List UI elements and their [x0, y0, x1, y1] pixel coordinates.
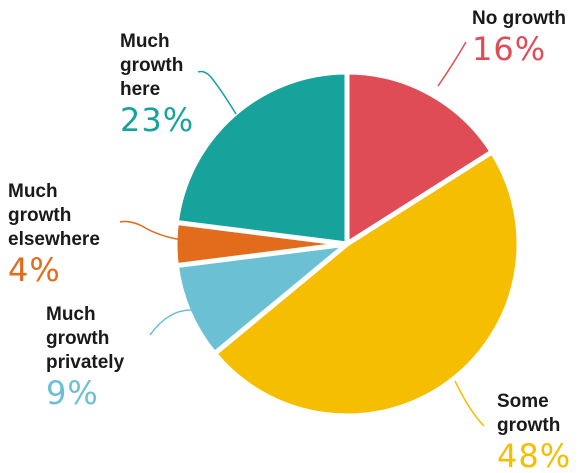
pie-slices	[172, 69, 522, 419]
slice-label-line: Much	[120, 31, 170, 52]
slice-label-line: growth	[497, 415, 560, 436]
slice-label-line: elsewhere	[8, 229, 100, 250]
leader-line-some	[454, 380, 485, 427]
pie-slice-some	[211, 149, 522, 419]
slice-label-line: growth	[8, 205, 71, 226]
slice-label-some: Some growth	[497, 391, 560, 436]
slice-label-line: growth	[120, 55, 183, 76]
slice-label-line: privately	[46, 352, 125, 373]
slice-label-line: Much	[46, 304, 96, 325]
slice-label-here: Much growth here	[120, 31, 183, 100]
leader-line-here	[197, 70, 237, 115]
slice-label-line: Some	[497, 391, 549, 412]
slice-label-line: No growth	[472, 8, 566, 29]
slice-value-privately: 9%	[46, 374, 99, 412]
pie-slice-no	[344, 69, 495, 247]
leader-line-elsewhere	[119, 220, 183, 241]
slice-label-line: here	[120, 79, 160, 100]
slice-label-line: growth	[46, 328, 109, 349]
leader-lines	[119, 41, 485, 427]
slice-value-some: 48%	[497, 437, 571, 473]
leader-line-privately	[149, 309, 192, 336]
slice-label-no: No growth	[472, 8, 566, 29]
slice-value-here: 23%	[120, 101, 194, 139]
leader-line-no	[437, 41, 467, 87]
slice-label-privately: Much growth privately	[46, 304, 125, 373]
pie-slice-here	[173, 69, 350, 247]
slice-value-no: 16%	[472, 30, 546, 68]
slice-label-elsewhere: Much growth elsewhere	[8, 181, 100, 250]
slice-value-elsewhere: 4%	[8, 251, 61, 289]
slice-label-line: Much	[8, 181, 58, 202]
